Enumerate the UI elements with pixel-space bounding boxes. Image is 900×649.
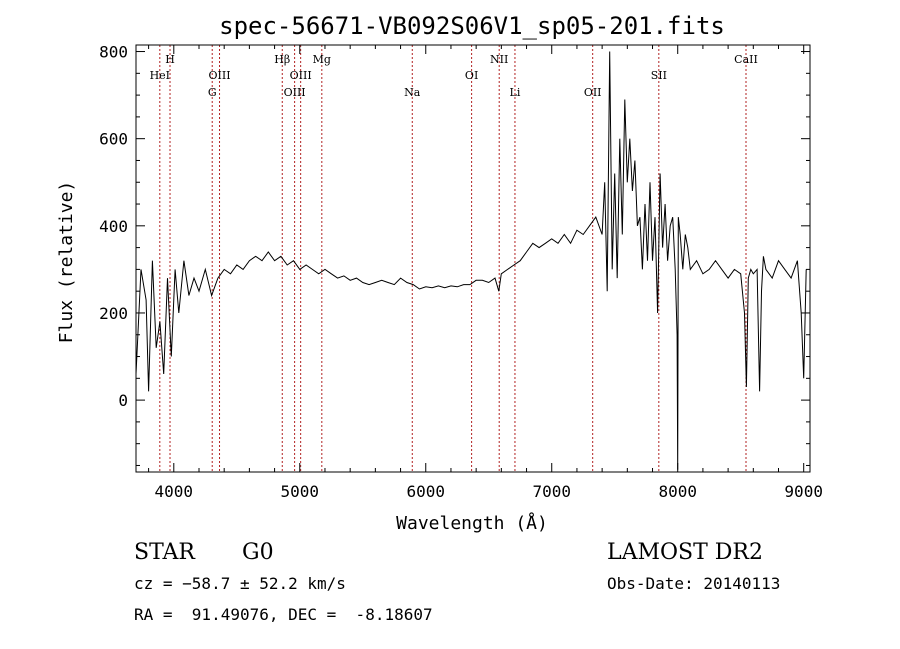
line-label-7: Mg (313, 53, 331, 66)
spectrum-series (135, 51, 807, 470)
y-tick-label-1: 200 (99, 304, 128, 323)
coordinates: RA = 91.49076, DEC = -8.18607 (134, 605, 433, 624)
chart-title: spec-56671-VB092S06V1_sp05-201.fits (219, 12, 725, 40)
line-label-1: H (165, 53, 175, 66)
line-label-3: OIII (208, 69, 230, 82)
plot-frame (135, 44, 811, 473)
y-tick-label-3: 600 (99, 130, 128, 149)
x-tick-label-4: 8000 (658, 482, 697, 501)
line-label-12: OII (584, 86, 602, 99)
line-label-11: Li (510, 86, 521, 99)
x-tick-label-2: 6000 (406, 482, 445, 501)
x-tick-label-0: 4000 (155, 482, 194, 501)
line-label-0: HeI (150, 69, 170, 82)
obs-date: Obs-Date: 20140113 (607, 574, 781, 593)
spectrum-line (135, 51, 807, 470)
y-tick-label-2: 400 (99, 217, 128, 236)
object-class: STAR (134, 540, 195, 565)
survey-label: LAMOST DR2 (607, 540, 763, 565)
y-axis-label: Flux (relative) (56, 181, 77, 344)
y-tick-label-0: 0 (118, 391, 128, 410)
x-axis-label: Wavelength (Å) (396, 512, 548, 534)
line-label-8: Na (404, 86, 421, 99)
redshift-cz: cz = −58.7 ± 52.2 km/s (134, 574, 346, 593)
line-label-9: OI (465, 69, 478, 82)
axis-ticks: 4000 5000 6000 7000 8000 9000 0 200 400 600 800 (99, 43, 823, 501)
x-tick-label-3: 7000 (532, 482, 571, 501)
object-subclass: G0 (242, 540, 274, 565)
line-label-5: OIII (284, 86, 306, 99)
line-label-10: NII (490, 53, 508, 66)
line-label-4: Hβ (274, 53, 290, 66)
x-tick-label-1: 5000 (281, 482, 320, 501)
line-label-6: OIII (290, 69, 312, 82)
line-label-14: CaII (734, 53, 758, 66)
x-tick-label-5: 9000 (784, 482, 823, 501)
line-label-13: SII (651, 69, 667, 82)
line-label-2: G (208, 86, 217, 99)
y-tick-label-4: 800 (99, 43, 128, 62)
